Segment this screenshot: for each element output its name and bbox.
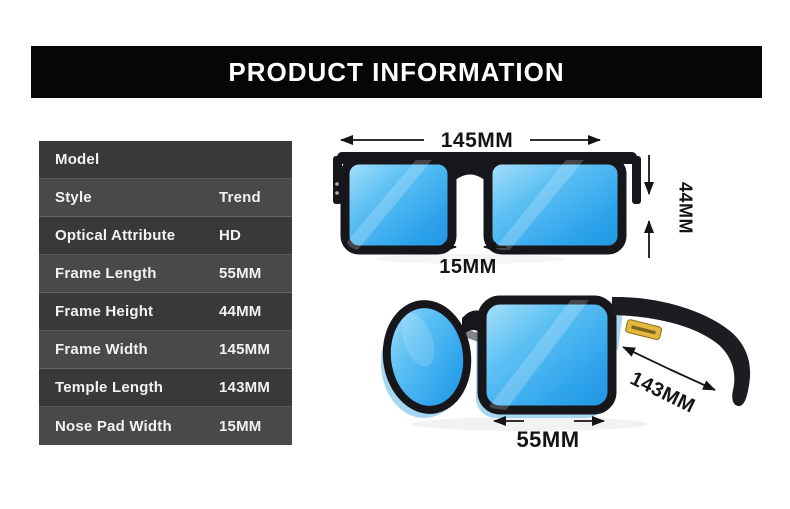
spec-label: Style [55,189,92,206]
spec-label: Model [55,151,100,168]
sunglasses-front-view [333,152,641,264]
spec-row-nose-pad-width: Nose Pad Width 15MM [39,407,292,445]
lens-width-label: 55MM [516,427,579,452]
spec-label: Frame Width [55,341,148,358]
spec-label: Optical Attribute [55,227,176,244]
left-end-piece [333,156,342,204]
spec-value: HD [219,227,242,244]
side-left-lens [382,300,472,414]
temple-length-label: 143MM [627,368,699,418]
temple-length-dimension [622,346,716,391]
spec-row-temple-length: Temple Length 143MM [39,369,292,407]
spec-value: 15MM [219,417,262,435]
side-right-lens [477,295,617,415]
spec-row-frame-width: Frame Width 145MM [39,331,292,369]
right-end-piece [632,156,641,204]
temple-arrow-downright [668,368,716,391]
right-lens [483,155,627,255]
frame-width-label: 145MM [441,129,514,152]
hinge-screw-icon [335,182,339,186]
header-bar: PRODUCT INFORMATION [31,46,762,98]
side-left-lens-reflection [401,313,435,367]
spec-label: Nose Pad Width [55,417,172,435]
frame-height-label: 44MM [675,182,695,234]
left-lens-reflection [345,160,436,250]
spec-row-frame-length: Frame Length 55MM [39,255,292,293]
spec-value: Trend [219,189,261,206]
sunglasses-side-view [381,295,751,431]
spec-label: Frame Height [55,303,154,320]
spec-label: Frame Length [55,265,157,282]
nose-bridge [449,157,491,186]
hinge-screw-icon [335,191,339,195]
spec-value: 145MM [219,341,271,358]
spec-table: Model Style Trend Optical Attribute HD F… [39,141,292,445]
right-lens-reflection [492,160,588,250]
spec-row-optical-attribute: Optical Attribute HD [39,217,292,255]
spec-row-model: Model [39,141,292,179]
front-view-shadow [375,254,565,264]
spec-value: 143MM [219,379,271,396]
temple-arrow-upleft [622,346,670,370]
spec-label: Temple Length [55,379,164,396]
spec-row-style: Style Trend [39,179,292,217]
side-right-lens-reflection [488,300,592,410]
spec-value: 44MM [219,303,262,320]
page-title: PRODUCT INFORMATION [228,56,565,87]
brand-tag [625,319,663,341]
temple-arm [612,296,751,407]
nose-bridge-label: 15MM [439,256,497,278]
spec-row-frame-height: Frame Height 44MM [39,293,292,331]
left-lens [340,155,457,255]
spec-value: 55MM [219,265,262,282]
side-nose-bridge [462,310,486,338]
